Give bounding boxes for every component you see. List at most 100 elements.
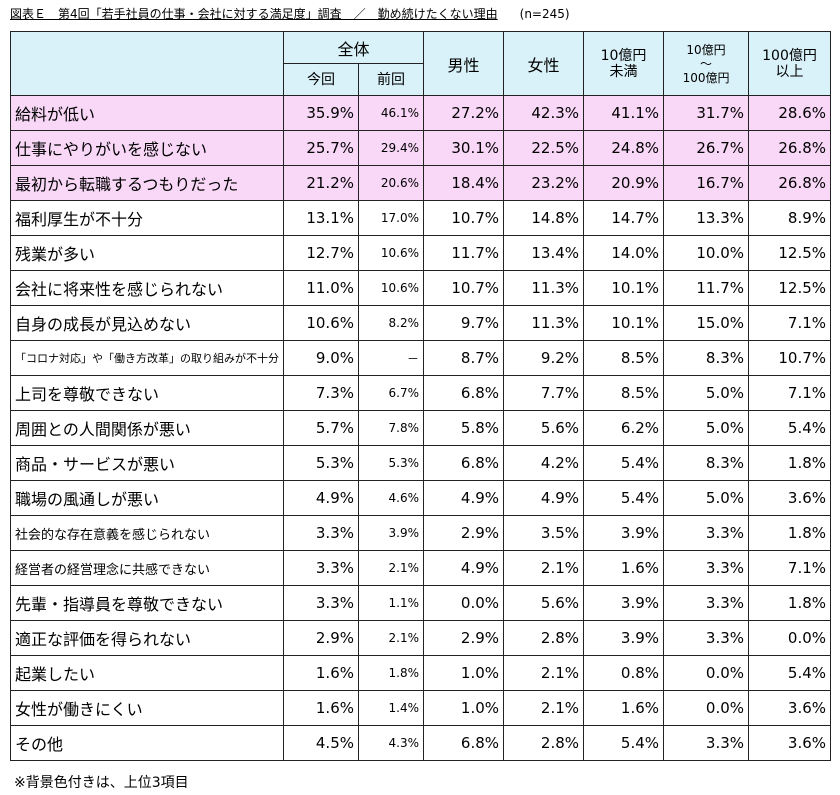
table-row: 女性が働きにくい 1.6% 1.4% 1.0% 2.1% 1.6% 0.0% 3.6%	[10, 690, 832, 726]
value-cell: 3.3%	[663, 620, 750, 656]
row-label: 最初から転職するつもりだった	[10, 165, 284, 201]
value-cell: 11.3%	[503, 270, 585, 306]
row-label: 自身の成長が見込めない	[10, 305, 284, 341]
value-cell: 4.3%	[357, 725, 425, 761]
value-cell: 2.9%	[423, 515, 505, 551]
value-cell: 1.6%	[583, 550, 665, 586]
value-cell: 14.0%	[583, 235, 665, 271]
value-cell: 5.6%	[503, 585, 585, 621]
value-cell: 12.5%	[748, 270, 832, 306]
row-label: 商品・サービスが悪い	[10, 445, 284, 481]
header-over100: 100億円 以上	[748, 31, 832, 96]
value-cell: 26.7%	[663, 130, 750, 166]
value-cell: 24.8%	[583, 130, 665, 166]
row-label: 経営者の経営理念に共感できない	[10, 550, 284, 586]
value-cell: 28.6%	[748, 95, 832, 131]
table-body: 給料が低い 35.9% 46.1% 27.2% 42.3% 41.1% 31.7% 28.6%…	[10, 95, 832, 761]
header-over100-line1: 100億円	[762, 47, 817, 64]
value-cell: 5.4%	[583, 445, 665, 481]
value-cell: 4.9%	[283, 480, 359, 516]
title-main: 図表Ｅ 第4回「若手社員の仕事・会社に対する満足度」調査 ／ 勤め続けたくない理…	[10, 7, 498, 21]
table-row: 自身の成長が見込めない 10.6% 8.2% 9.7% 11.3% 10.1% 15.0% 7…	[10, 305, 832, 341]
value-cell: 7.1%	[748, 375, 832, 411]
row-label: 社会的な存在意義を感じられない	[10, 515, 284, 551]
table-row: 周囲との人間関係が悪い 5.7% 7.8% 5.8% 5.6% 6.2% 5.0% 5.4%	[10, 410, 832, 446]
row-label: 給料が低い	[10, 95, 284, 131]
value-cell: 10.1%	[583, 270, 665, 306]
value-cell: 16.7%	[663, 165, 750, 201]
row-label: 女性が働きにくい	[10, 690, 284, 726]
value-cell: 11.0%	[283, 270, 359, 306]
table-row: 会社に将来性を感じられない 11.0% 10.6% 10.7% 11.3% 10.1% 11…	[10, 270, 832, 306]
value-cell: 12.7%	[283, 235, 359, 271]
value-cell: 3.3%	[663, 725, 750, 761]
header-male: 男性	[423, 31, 505, 96]
value-cell: 21.2%	[283, 165, 359, 201]
value-cell: 10.6%	[283, 305, 359, 341]
value-cell: －	[357, 340, 425, 376]
row-label: 先輩・指導員を尊敬できない	[10, 585, 284, 621]
header-under10: 10億円 未満	[583, 31, 665, 96]
value-cell: 14.7%	[583, 200, 665, 236]
table-row: 最初から転職するつもりだった 21.2% 20.6% 18.4% 23.2% 20.9% 1…	[10, 165, 832, 201]
value-cell: 4.2%	[503, 445, 585, 481]
value-cell: 3.9%	[583, 515, 665, 551]
value-cell: 10.7%	[423, 200, 505, 236]
footnote: ※背景色付きは、上位3項目	[14, 775, 189, 791]
header-overall: 全体	[282, 31, 425, 64]
row-label: 職場の風通しが悪い	[10, 480, 284, 516]
row-label: 適正な評価を得られない	[10, 620, 284, 656]
value-cell: 9.2%	[503, 340, 585, 376]
value-cell: 4.5%	[283, 725, 359, 761]
value-cell: 1.6%	[283, 690, 359, 726]
row-label: 起業したい	[10, 655, 284, 691]
table-row: 先輩・指導員を尊敬できない 3.3% 1.1% 0.0% 5.6% 3.9% 3.3% 1.8…	[10, 585, 832, 621]
header-mid: 10億円 ～ 100億円	[663, 31, 750, 96]
value-cell: 10.7%	[423, 270, 505, 306]
value-cell: 2.1%	[503, 550, 585, 586]
value-cell: 10.6%	[357, 235, 425, 271]
value-cell: 0.0%	[423, 585, 505, 621]
table-row: 上司を尊敬できない 7.3% 6.7% 6.8% 7.7% 8.5% 5.0% 7.1%	[10, 375, 832, 411]
header-female: 女性	[503, 31, 585, 96]
value-cell: 4.9%	[423, 550, 505, 586]
value-cell: 25.7%	[283, 130, 359, 166]
value-cell: 2.8%	[503, 620, 585, 656]
value-cell: 7.8%	[357, 410, 425, 446]
value-cell: 26.8%	[748, 165, 832, 201]
value-cell: 22.5%	[503, 130, 585, 166]
value-cell: 14.8%	[503, 200, 585, 236]
value-cell: 3.3%	[283, 585, 359, 621]
value-cell: 1.0%	[423, 690, 505, 726]
value-cell: 9.7%	[423, 305, 505, 341]
value-cell: 3.3%	[283, 550, 359, 586]
value-cell: 5.4%	[583, 725, 665, 761]
value-cell: 1.8%	[748, 585, 832, 621]
value-cell: 9.0%	[283, 340, 359, 376]
value-cell: 3.9%	[357, 515, 425, 551]
value-cell: 1.6%	[283, 655, 359, 691]
value-cell: 2.1%	[503, 655, 585, 691]
value-cell: 11.7%	[663, 270, 750, 306]
header-current: 今回	[283, 63, 359, 96]
value-cell: 5.6%	[503, 410, 585, 446]
value-cell: 7.1%	[748, 550, 832, 586]
value-cell: 8.3%	[663, 445, 750, 481]
value-cell: 0.0%	[748, 620, 832, 656]
value-cell: 2.9%	[283, 620, 359, 656]
value-cell: 3.9%	[583, 585, 665, 621]
value-cell: 1.6%	[583, 690, 665, 726]
value-cell: 10.7%	[748, 340, 832, 376]
survey-table: 全体 男性 女性 10億円 未満 10億円 ～ 100億円 100億円 以上 今…	[10, 31, 832, 761]
header-under10-line2: 未満	[609, 63, 638, 80]
row-label: 福利厚生が不十分	[10, 200, 284, 236]
header-mid-line1: 10億円	[686, 42, 726, 57]
value-cell: 5.3%	[283, 445, 359, 481]
value-cell: 23.2%	[503, 165, 585, 201]
table-row: 社会的な存在意義を感じられない 3.3% 3.9% 2.9% 3.5% 3.9% 3.3% 1…	[10, 515, 832, 551]
value-cell: 0.8%	[583, 655, 665, 691]
value-cell: 18.4%	[423, 165, 505, 201]
value-cell: 3.5%	[503, 515, 585, 551]
value-cell: 20.6%	[357, 165, 425, 201]
value-cell: 2.8%	[503, 725, 585, 761]
